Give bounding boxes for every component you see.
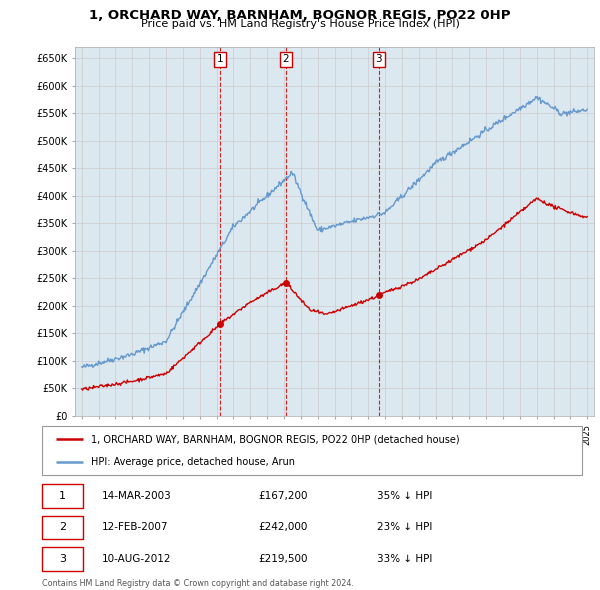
Text: £167,200: £167,200: [258, 491, 308, 500]
FancyBboxPatch shape: [42, 548, 83, 571]
Text: 3: 3: [59, 555, 66, 564]
FancyBboxPatch shape: [42, 516, 83, 539]
Text: HPI: Average price, detached house, Arun: HPI: Average price, detached house, Arun: [91, 457, 295, 467]
Text: 1: 1: [217, 54, 223, 64]
Text: 1, ORCHARD WAY, BARNHAM, BOGNOR REGIS, PO22 0HP (detached house): 1, ORCHARD WAY, BARNHAM, BOGNOR REGIS, P…: [91, 434, 459, 444]
Text: 3: 3: [376, 54, 382, 64]
Text: 1, ORCHARD WAY, BARNHAM, BOGNOR REGIS, PO22 0HP: 1, ORCHARD WAY, BARNHAM, BOGNOR REGIS, P…: [89, 9, 511, 22]
Text: 35% ↓ HPI: 35% ↓ HPI: [377, 491, 432, 500]
Text: 12-FEB-2007: 12-FEB-2007: [101, 523, 168, 532]
Text: 23% ↓ HPI: 23% ↓ HPI: [377, 523, 432, 532]
Text: 2: 2: [59, 523, 66, 532]
Text: 33% ↓ HPI: 33% ↓ HPI: [377, 555, 432, 564]
Text: Price paid vs. HM Land Registry's House Price Index (HPI): Price paid vs. HM Land Registry's House …: [140, 19, 460, 29]
Text: £242,000: £242,000: [258, 523, 307, 532]
FancyBboxPatch shape: [42, 484, 83, 507]
Text: Contains HM Land Registry data © Crown copyright and database right 2024.
This d: Contains HM Land Registry data © Crown c…: [42, 579, 354, 590]
Text: £219,500: £219,500: [258, 555, 308, 564]
Text: 10-AUG-2012: 10-AUG-2012: [101, 555, 171, 564]
Text: 2: 2: [283, 54, 289, 64]
Text: 1: 1: [59, 491, 66, 500]
Text: 14-MAR-2003: 14-MAR-2003: [101, 491, 171, 500]
